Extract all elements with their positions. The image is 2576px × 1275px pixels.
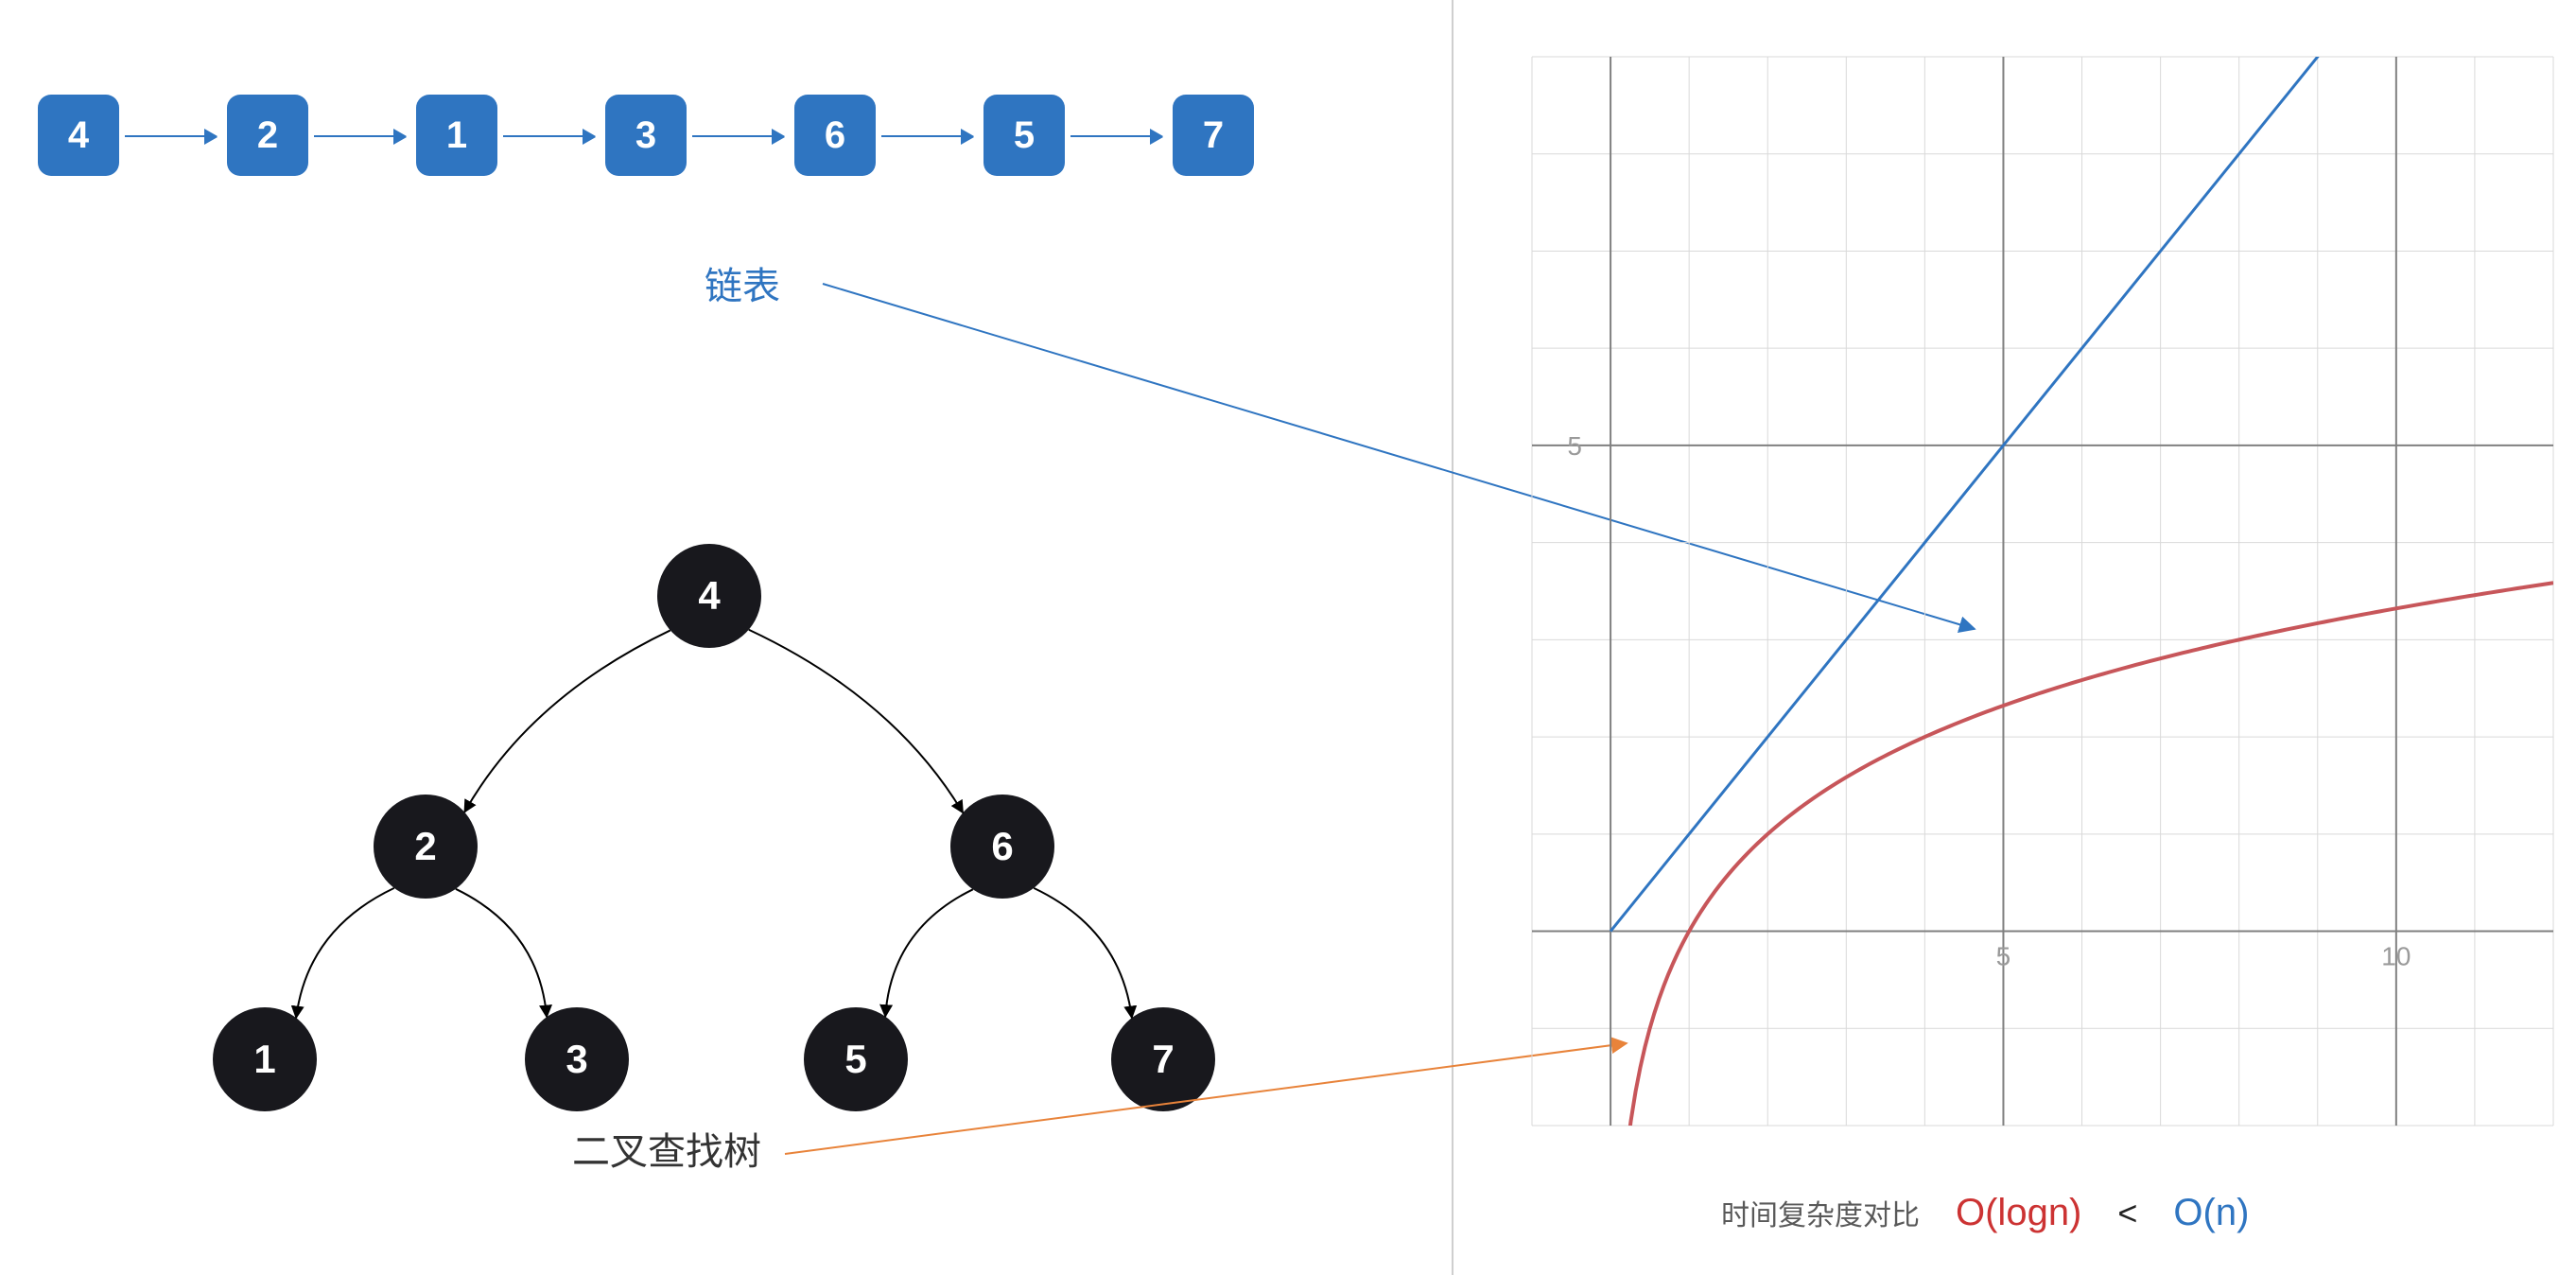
ll-arrow [503,135,594,137]
tree-node: 6 [950,795,1054,899]
ll-arrow [1070,135,1161,137]
svg-text:5: 5 [1567,431,1582,461]
tree-edge [456,889,547,1017]
tree-edge [1034,888,1132,1018]
ll-node: 7 [1173,95,1254,176]
tree-edge [885,889,973,1016]
tree-node: 5 [804,1007,908,1111]
ll-arrow [314,135,405,137]
complexity-caption: 时间复杂度对比 O(logn) < O(n) [1721,1192,2249,1234]
tree-edge [296,888,394,1018]
tree-node: 7 [1111,1007,1215,1111]
pointer-arrows [785,284,1975,1154]
ll-arrow [692,135,783,137]
pointer-arrow [823,284,1975,629]
tree-edge [464,630,670,812]
ll-node: 2 [227,95,308,176]
bst-label: 二叉查找树 [572,1121,761,1176]
tree-node: 2 [374,795,478,899]
linked-list-label: 链表 [705,255,780,310]
ll-node: 4 [38,95,119,176]
chart-series-linear [1610,0,2553,932]
svg-overlay: 5 10 5 [0,0,2576,1275]
complexity-chart: 5 10 5 [1532,0,2553,1275]
caption-lt: < [2117,1194,2137,1233]
svg-text:5: 5 [1996,942,2011,971]
chart-series-log [1617,583,2553,1275]
svg-text:10: 10 [2381,942,2411,971]
tree-node: 4 [657,544,761,648]
caption-lead: 时间复杂度对比 [1721,1192,1920,1233]
tree-edge [749,630,963,813]
caption-ologn: O(logn) [1956,1192,2081,1234]
ll-node: 6 [794,95,876,176]
ll-arrow [125,135,216,137]
vertical-divider [1452,0,1453,1275]
ll-node: 3 [605,95,687,176]
ll-node: 1 [416,95,497,176]
ll-node: 5 [983,95,1065,176]
tree-node: 3 [525,1007,629,1111]
caption-on: O(n) [2173,1192,2249,1234]
tree-node: 1 [213,1007,317,1111]
ll-arrow [881,135,972,137]
